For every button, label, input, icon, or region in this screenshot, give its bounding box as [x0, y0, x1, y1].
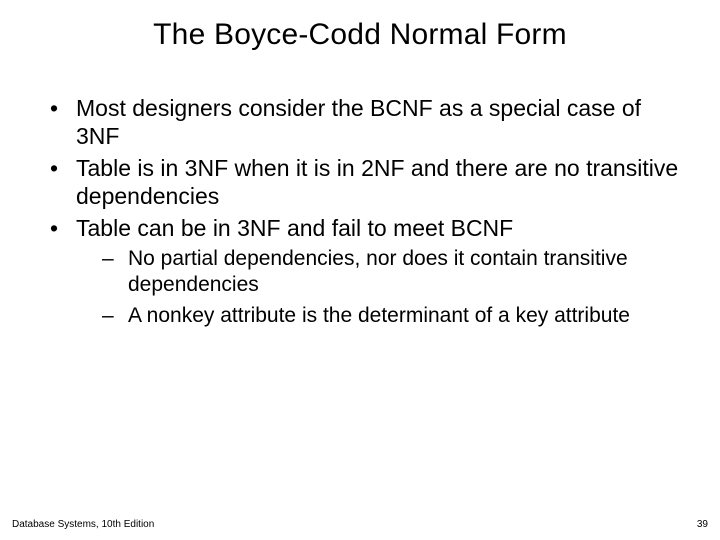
content-area: Most designers consider the BCNF as a sp… [40, 94, 680, 329]
list-item: Table is in 3NF when it is in 2NF and th… [50, 154, 680, 210]
list-item: No partial dependencies, nor does it con… [102, 246, 680, 299]
bullet-list: Most designers consider the BCNF as a sp… [50, 94, 680, 329]
bullet-text: Table can be in 3NF and fail to meet BCN… [76, 215, 513, 241]
footer-left: Database Systems, 10th Edition [12, 519, 154, 530]
bullet-text: Most designers consider the BCNF as a sp… [76, 95, 641, 149]
list-item: A nonkey attribute is the determinant of… [102, 303, 680, 329]
bullet-text: Table is in 3NF when it is in 2NF and th… [76, 155, 678, 209]
sub-bullet-list: No partial dependencies, nor does it con… [76, 246, 680, 329]
slide: The Boyce-Codd Normal Form Most designer… [0, 0, 720, 540]
page-title: The Boyce-Codd Normal Form [40, 18, 680, 52]
sub-bullet-text: A nonkey attribute is the determinant of… [128, 304, 630, 327]
page-number: 39 [697, 519, 708, 530]
sub-bullet-text: No partial dependencies, nor does it con… [128, 247, 628, 296]
list-item: Most designers consider the BCNF as a sp… [50, 94, 680, 150]
list-item: Table can be in 3NF and fail to meet BCN… [50, 214, 680, 329]
